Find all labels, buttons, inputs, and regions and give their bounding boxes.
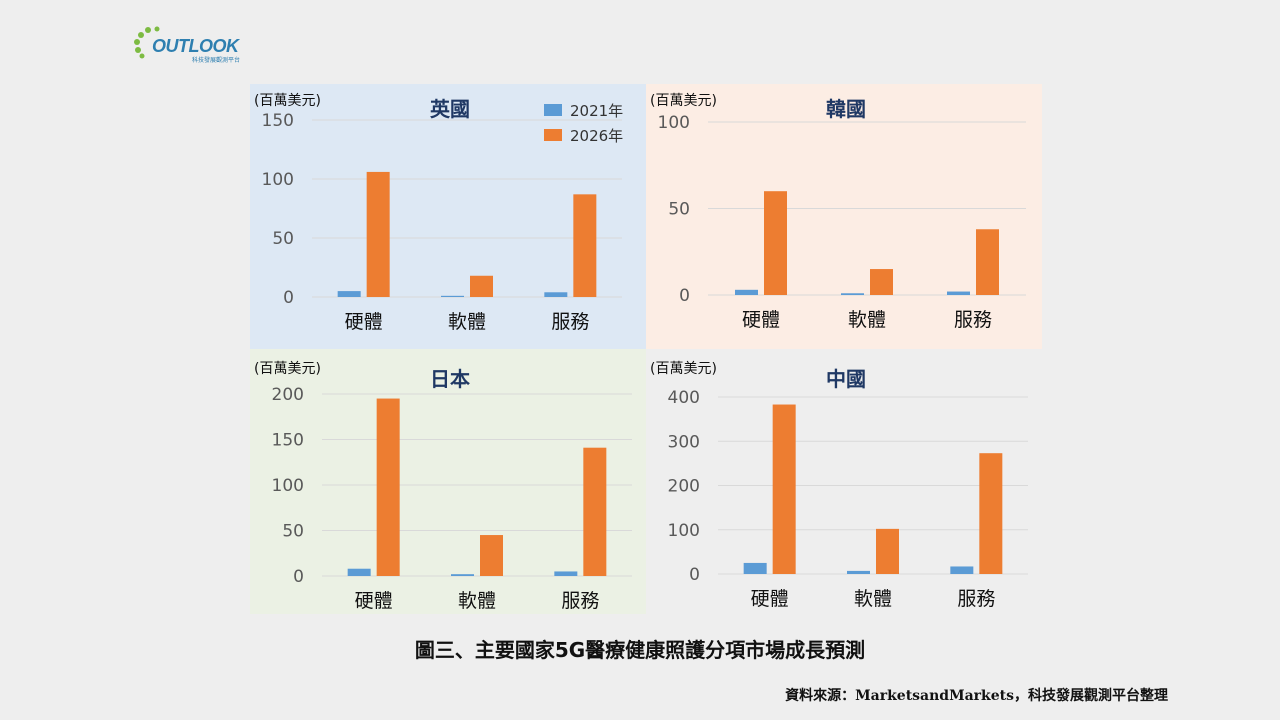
bar-2021 (554, 571, 578, 576)
x-category-label: 服務 (954, 309, 992, 331)
y-tick-label: 100 (668, 521, 700, 541)
y-tick-label: 150 (272, 431, 304, 451)
logo-dots-icon (134, 26, 160, 59)
x-category-label: 硬體 (742, 309, 780, 331)
logo-text: OUTLOOK (152, 36, 239, 56)
y-unit-label: (百萬美元) (650, 93, 717, 109)
chart-panel-korea: 0 50 100 (百萬美元) 韓國硬體 軟體 服務 (646, 84, 1042, 349)
bar-2021 (451, 574, 474, 576)
y-tick-label: 0 (293, 567, 304, 587)
figure-caption: 圖三、主要國家5G醫療健康照護分項市場成長預測 (414, 638, 866, 662)
bar-2026 (876, 528, 899, 574)
legend-label: 2021年 (570, 102, 623, 120)
y-tick-label: 400 (668, 388, 700, 408)
y-unit-label: (百萬美元) (650, 361, 717, 377)
bar-2021 (841, 293, 864, 295)
y-tick-label: 0 (283, 288, 294, 308)
bar-2021 (337, 291, 361, 297)
bar-2021 (735, 289, 758, 295)
bar-2026 (979, 453, 1003, 574)
x-category-label: 硬體 (751, 588, 789, 610)
chart-panel-uk: 0 50 100 150 (百萬美元) 英國硬體 軟體 服務 2021年 2026年 (250, 84, 646, 349)
bar-2026 (376, 398, 400, 576)
chart-title: 日本 (430, 367, 470, 391)
bar-2026 (976, 229, 999, 295)
x-category-label: 服務 (561, 590, 599, 612)
x-category-label: 服務 (957, 588, 995, 610)
y-tick-label: 200 (272, 385, 304, 405)
x-category-label: 軟體 (854, 588, 892, 610)
bar-2026 (583, 447, 607, 576)
bar-2026 (772, 404, 796, 574)
bar-2026 (480, 535, 503, 576)
x-category-label: 服務 (551, 311, 589, 333)
y-tick-label: 300 (668, 432, 700, 452)
legend-swatch (544, 129, 562, 141)
y-tick-label: 0 (689, 565, 700, 585)
chart-background (646, 84, 1042, 349)
y-tick-label: 50 (282, 522, 304, 542)
bar-2021 (544, 292, 568, 297)
bar-2021 (347, 568, 371, 576)
y-tick-label: 200 (668, 477, 700, 497)
logo-subtitle: 科技發展觀測平台 (192, 57, 241, 64)
bar-2026 (764, 191, 787, 295)
y-tick-label: 150 (262, 111, 294, 131)
bar-2021 (947, 291, 970, 295)
y-unit-label: (百萬美元) (254, 93, 321, 109)
chart-title: 韓國 (826, 97, 866, 121)
y-tick-label: 0 (679, 286, 690, 306)
y-tick-label: 100 (658, 113, 690, 133)
x-category-label: 軟體 (448, 311, 486, 333)
bar-2021 (743, 562, 767, 574)
y-tick-label: 100 (272, 476, 304, 496)
x-category-label: 硬體 (345, 311, 383, 333)
y-tick-label: 50 (272, 229, 294, 249)
bar-2021 (847, 570, 870, 574)
x-category-label: 硬體 (355, 590, 393, 612)
chart-title: 英國 (430, 97, 470, 121)
chart-panel-japan: 0 50 100 150 200 (百萬美元) 日本硬體 軟體 服務 (250, 349, 646, 614)
outlook-logo: OUTLOOK 科技發展觀測平台 (132, 24, 242, 66)
y-tick-label: 100 (262, 170, 294, 190)
chart-panel-china: 0 100 200 300 400 (百萬美元) 中國硬體 軟體 服務 (646, 349, 1042, 614)
bar-2026 (573, 194, 597, 297)
bar-2021 (441, 295, 464, 297)
x-category-label: 軟體 (848, 309, 886, 331)
bar-2026 (470, 275, 493, 297)
chart-background (250, 349, 646, 614)
legend-swatch (544, 104, 562, 116)
source-note: 資料來源：MarketsandMarkets，科技發展觀測平台整理 (785, 688, 1168, 704)
y-unit-label: (百萬美元) (254, 361, 321, 377)
chart-title: 中國 (826, 367, 866, 391)
y-tick-label: 50 (668, 200, 690, 220)
legend-label: 2026年 (570, 127, 623, 145)
x-category-label: 軟體 (458, 590, 496, 612)
bar-2026 (870, 269, 893, 295)
bar-2026 (366, 171, 390, 297)
bar-2021 (950, 566, 974, 574)
chart-background (646, 349, 1042, 614)
